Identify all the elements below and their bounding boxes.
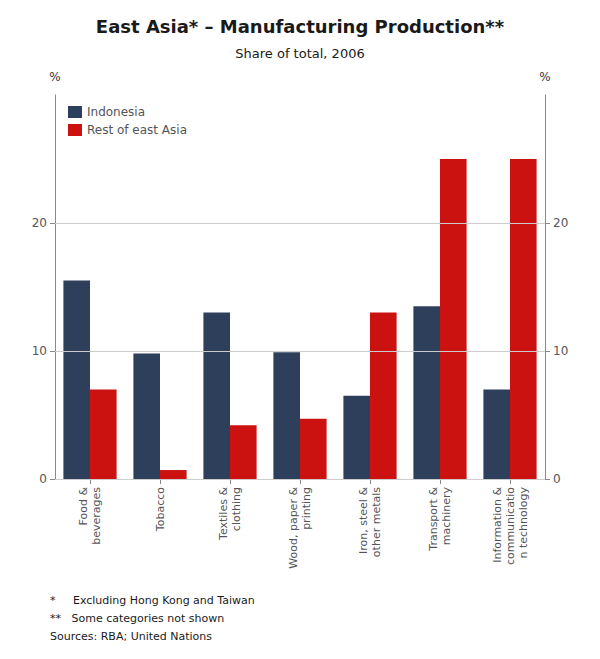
svg-text:printing: printing [300,487,313,530]
svg-text:20: 20 [553,216,568,230]
svg-text:Rest of east Asia: Rest of east Asia [87,123,187,137]
svg-text:0: 0 [39,472,47,486]
svg-text:n technology: n technology [517,487,530,559]
svg-text:machinery: machinery [440,487,453,546]
svg-text:Tobacco: Tobacco [154,487,167,532]
svg-text:Share of total, 2006: Share of total, 2006 [235,46,364,61]
svg-text:20: 20 [32,216,47,230]
svg-text:Textiles &: Textiles & [217,487,230,541]
svg-text:beverages: beverages [90,487,103,545]
svg-text:East Asia* – Manufacturing Pro: East Asia* – Manufacturing Production** [96,16,505,37]
svg-text:clothing: clothing [230,487,243,531]
svg-text:10: 10 [32,344,47,358]
svg-text:%: % [539,70,550,84]
svg-text:0: 0 [553,472,561,486]
svg-text:Information &: Information & [491,487,504,563]
svg-text:other metals: other metals [370,487,383,557]
svg-text:* Excluding Hong Kong and: * Excluding Hong Kong and Taiwan [50,594,255,607]
svg-text:%: % [49,70,60,84]
svg-text:Food &: Food & [77,487,90,526]
svg-text:Sources: RBA; United Nations: Sources: RBA; United Nations [50,630,212,643]
svg-text:Iron, steel &: Iron, steel & [357,487,370,554]
svg-text:Transport &: Transport & [427,487,440,552]
svg-text:communicatio: communicatio [504,487,517,565]
svg-text:Indonesia: Indonesia [87,105,145,119]
svg-text:** Some categories not shown: ** Some categories not shown [50,612,224,625]
svg-text:10: 10 [553,344,568,358]
svg-text:Wood, paper &: Wood, paper & [287,487,300,569]
